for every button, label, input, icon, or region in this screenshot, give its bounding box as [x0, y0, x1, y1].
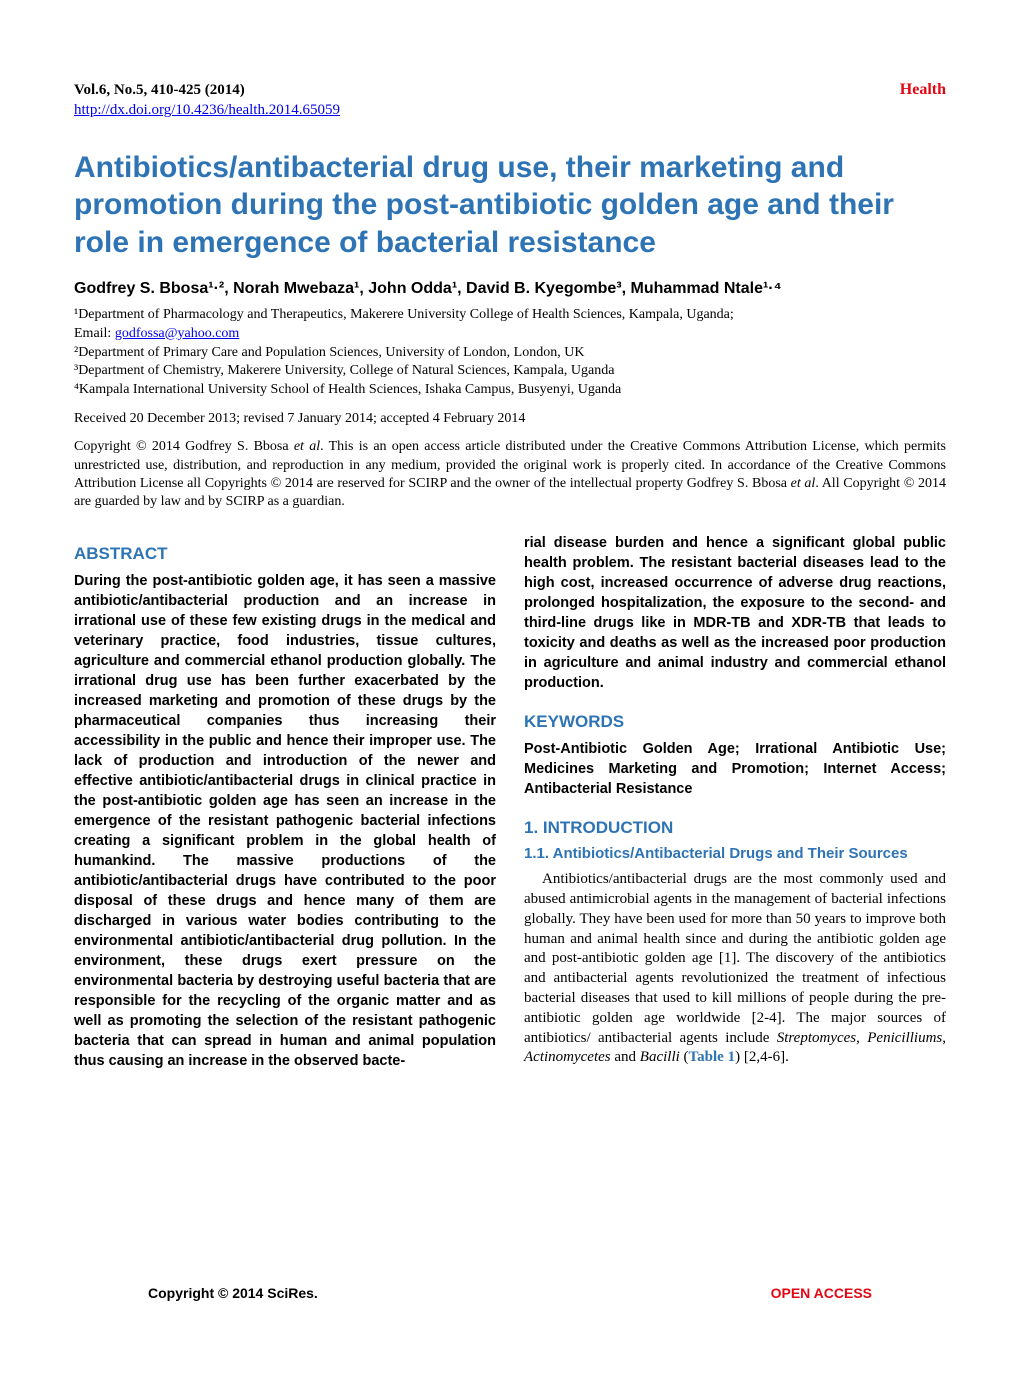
affiliations-block: ¹Department of Pharmacology and Therapeu…	[74, 306, 946, 400]
latin-penicilliums: Penicilliums	[867, 1030, 942, 1046]
affiliation-3: ³Department of Chemistry, Makerere Unive…	[74, 362, 946, 381]
copyright-etal-2: et al	[791, 476, 816, 491]
abstract-text-right: rial disease burden and hence a signific…	[524, 533, 946, 693]
abstract-text-left: During the post-antibiotic golden age, i…	[74, 571, 496, 1071]
doi-link[interactable]: http://dx.doi.org/10.4236/health.2014.65…	[74, 102, 340, 118]
intro-text-1: Antibiotics/antibacterial drugs are the …	[524, 871, 946, 1045]
intro-text-5: (	[680, 1049, 689, 1065]
authors-line: Godfrey S. Bbosa¹·², Norah Mwebaza¹, Joh…	[74, 279, 946, 300]
table-1-reference: Table 1	[689, 1049, 736, 1065]
intro-text-6: ) [2,4-6].	[735, 1049, 789, 1065]
intro-text-2: ,	[856, 1030, 867, 1046]
subsection-1-1-heading: 1.1. Antibiotics/Antibacterial Drugs and…	[524, 845, 946, 864]
page-root: Vol.6, No.5, 410-425 (2014) http://dx.do…	[74, 80, 946, 1344]
email-line: Email: godfossa@yahoo.com	[74, 325, 946, 344]
copyright-etal-1: et al	[294, 439, 320, 454]
affiliation-1: ¹Department of Pharmacology and Therapeu…	[74, 306, 946, 325]
intro-text-4: and	[611, 1049, 640, 1065]
footer-copyright: Copyright © 2014 SciRes.	[148, 1284, 318, 1302]
keywords-text: Post-Antibiotic Golden Age; Irrational A…	[524, 739, 946, 799]
journal-name: Health	[900, 80, 946, 121]
footer-row: Copyright © 2014 SciRes. OPEN ACCESS	[148, 1284, 872, 1302]
introduction-heading: 1. INTRODUCTION	[524, 817, 946, 839]
header-left: Vol.6, No.5, 410-425 (2014) http://dx.do…	[74, 80, 340, 121]
affiliation-2: ²Department of Primary Care and Populati…	[74, 344, 946, 363]
intro-paragraph: Antibiotics/antibacterial drugs are the …	[524, 870, 946, 1068]
header-row: Vol.6, No.5, 410-425 (2014) http://dx.do…	[74, 80, 946, 121]
email-label: Email:	[74, 326, 115, 341]
volume-issue-line: Vol.6, No.5, 410-425 (2014)	[74, 80, 340, 100]
left-column: ABSTRACT During the post-antibiotic gold…	[74, 533, 496, 1071]
intro-text-3: ,	[942, 1030, 946, 1046]
copyright-paragraph: Copyright © 2014 Godfrey S. Bbosa et al.…	[74, 438, 946, 511]
latin-bacilli: Bacilli	[640, 1049, 680, 1065]
article-dates: Received 20 December 2013; revised 7 Jan…	[74, 410, 946, 428]
copyright-text-1: Copyright © 2014 Godfrey S. Bbosa	[74, 439, 294, 454]
footer-open-access: OPEN ACCESS	[771, 1284, 872, 1302]
latin-actinomycetes: Actinomycetes	[524, 1049, 611, 1065]
two-column-body: ABSTRACT During the post-antibiotic gold…	[74, 533, 946, 1071]
author-email-link[interactable]: godfossa@yahoo.com	[115, 326, 239, 341]
article-title: Antibiotics/antibacterial drug use, thei…	[74, 149, 946, 262]
keywords-heading: KEYWORDS	[524, 711, 946, 733]
affiliation-4: ⁴Kampala International University School…	[74, 381, 946, 400]
abstract-heading: ABSTRACT	[74, 543, 496, 565]
latin-streptomyces: Streptomyces	[777, 1030, 856, 1046]
right-column: rial disease burden and hence a signific…	[524, 533, 946, 1071]
